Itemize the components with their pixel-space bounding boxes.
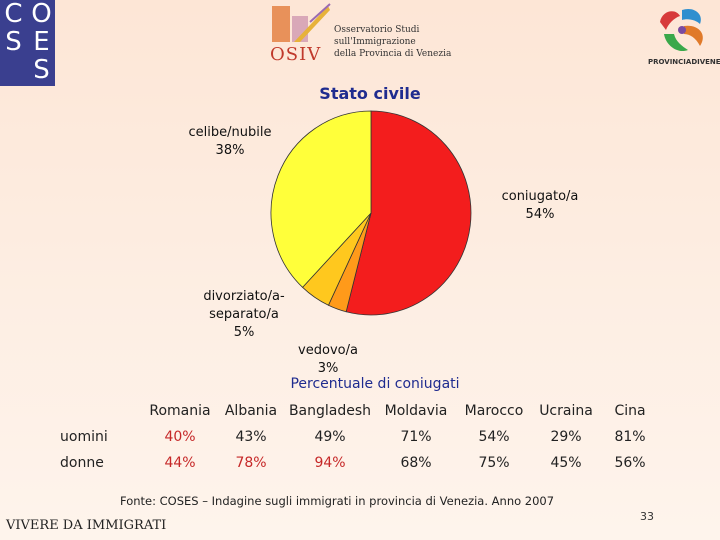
table-cell: 71% (400, 429, 432, 445)
table-cell: 75% (478, 455, 510, 471)
pie-label-name: celibe/nubile (188, 125, 272, 140)
column-header: Bangladesh (288, 403, 372, 419)
table-cell: 81% (614, 429, 646, 445)
page-number: 33 (640, 510, 654, 523)
column-header: Moldavia (384, 403, 448, 419)
pie-slice-celibe (270, 110, 372, 288)
table-header-row: Romania Albania Bangladesh Moldavia Maro… (60, 398, 660, 424)
pie-label-value: 3% (317, 361, 339, 376)
pie-label-coniugato: coniugato/a 54% (480, 188, 600, 224)
coses-letter: S (5, 27, 22, 57)
pie-label-name: vedovo/a (298, 343, 358, 358)
osiv-line: Osservatorio Studi (334, 25, 420, 35)
table-cell: 68% (400, 455, 432, 471)
chart-title: Stato civile (319, 84, 421, 103)
table-cell: 29% (550, 429, 582, 445)
table-cell: 78% (235, 455, 267, 471)
pie-label-celibe: celibe/nubile 38% (170, 124, 290, 160)
column-header: Albania (224, 403, 278, 419)
column-header: Cina (614, 403, 646, 419)
source-note: Fonte: COSES – Indagine sugli immigrati … (120, 494, 555, 508)
table-row: uomini 40% 43% 49% 71% 54% 29% 81% (60, 424, 660, 450)
osiv-logo-mark (272, 3, 331, 42)
table-cell: 49% (314, 429, 346, 445)
coses-letter: O (31, 0, 52, 29)
row-header: donne (60, 455, 104, 471)
pie-label-name: separato/a (209, 307, 279, 322)
table-cell: 56% (614, 455, 646, 471)
provincia-logo-mark (660, 8, 703, 52)
table-title: Percentuale di coniugati (290, 376, 460, 392)
pie-label-value: 5% (233, 325, 255, 340)
pie-label-value: 38% (215, 143, 245, 158)
pie-slice-coniugato (345, 110, 472, 316)
table-cell: 43% (235, 429, 267, 445)
osiv-line: sull'Immigrazione (334, 37, 416, 47)
table-row: donne 44% 78% 94% 68% 75% 45% 56% (60, 450, 660, 476)
table-corner (60, 398, 142, 424)
table-cell: 40% (164, 429, 196, 445)
coses-letter: S (33, 55, 50, 85)
table-cell: 44% (164, 455, 196, 471)
column-header: Romania (149, 403, 211, 419)
column-header: Ucraina (539, 403, 593, 419)
table-cell: 45% (550, 455, 582, 471)
provincia-logo-text: PROVINCIADIVENEZIA (648, 58, 720, 66)
osiv-line: della Provincia di Venezia (334, 49, 452, 59)
table-cell: 94% (314, 455, 346, 471)
osiv-description: Osservatorio Studi sull'Immigrazione del… (334, 24, 454, 60)
coses-logo: C O S E S (0, 0, 55, 86)
pie-label-value: 54% (525, 207, 555, 222)
row-header: uomini (60, 429, 108, 445)
pie-label-divorziato: divorziato/a- separato/a 5% (184, 288, 304, 342)
osiv-abbreviation: OSIV (270, 44, 322, 65)
pie-label-name: coniugato/a (501, 189, 579, 204)
coses-letter: C (4, 0, 23, 29)
table-cell: 54% (478, 429, 510, 445)
coniugati-table: Romania Albania Bangladesh Moldavia Maro… (60, 398, 660, 476)
pie-label-vedovo: vedovo/a 3% (278, 342, 378, 378)
pie-label-name: divorziato/a- (203, 289, 285, 304)
footer-title: VIVERE DA IMMIGRATI (6, 518, 167, 533)
column-header: Marocco (464, 403, 524, 419)
coses-letter: E (33, 27, 50, 57)
